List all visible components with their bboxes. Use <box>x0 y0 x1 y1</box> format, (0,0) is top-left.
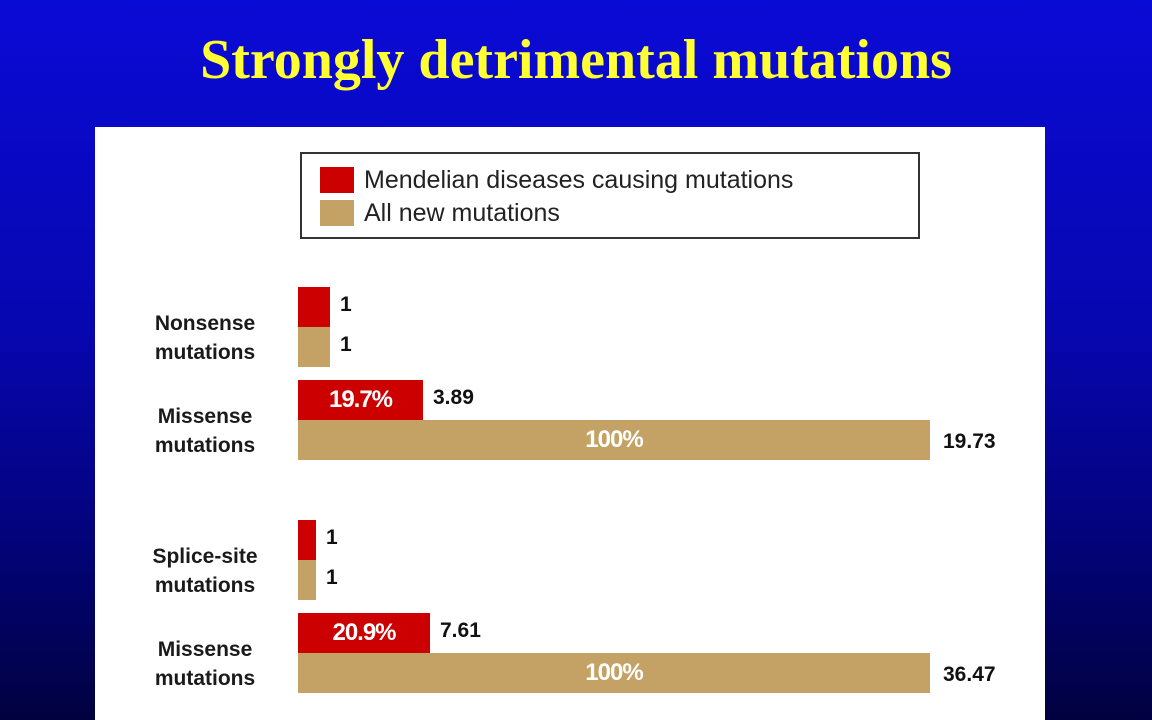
legend-swatch-all-new <box>320 200 354 226</box>
bar-value-label: 1 <box>326 526 338 549</box>
bar-all-new <box>298 560 316 600</box>
bar-value-label: 1 <box>340 293 352 316</box>
bar-value-label: 36.47 <box>943 663 996 686</box>
category-label-line: mutations <box>154 341 256 364</box>
bar-percent-label: 100% <box>585 426 643 453</box>
category-label: Splice-site mutations <box>105 542 305 600</box>
bar-percent-label: 100% <box>585 659 643 686</box>
category-label: Nonsense mutations <box>105 309 305 367</box>
category-label-line: mutations <box>154 574 256 597</box>
bar-value-label: 19.73 <box>943 430 996 453</box>
category-label-line: mutations <box>154 667 256 690</box>
bar-all-new: 100% <box>298 420 930 460</box>
legend-label-mendelian: Mendelian diseases causing mutations <box>364 166 794 194</box>
bar-value-label: 1 <box>340 333 352 356</box>
bar-all-new: 100% <box>298 653 930 693</box>
bar-percent-label: 19.7% <box>328 386 393 413</box>
legend-label-all-new: All new mutations <box>364 199 560 227</box>
bar-value-label: 7.61 <box>440 619 481 642</box>
chart-legend: Mendelian diseases causing mutations All… <box>300 152 920 239</box>
category-label-line: mutations <box>154 434 256 457</box>
category-label-line: Splice-site <box>152 545 258 568</box>
bar-all-new <box>298 327 330 367</box>
category-label: Missense mutations <box>105 635 305 693</box>
bar-mendelian: 19.7% <box>298 380 423 420</box>
legend-swatch-mendelian <box>320 167 354 193</box>
category-label-line: Missense <box>157 405 253 428</box>
category-label-line: Nonsense <box>154 312 256 335</box>
slide-title: Strongly detrimental mutations <box>200 29 952 91</box>
category-label-line: Missense <box>157 638 253 661</box>
bar-value-label: 1 <box>326 566 338 589</box>
category-label: Missense mutations <box>105 402 305 460</box>
bar-percent-label: 20.9% <box>332 619 396 646</box>
bar-mendelian: 20.9% <box>298 613 430 653</box>
bar-value-label: 3.89 <box>433 386 474 409</box>
bar-mendelian <box>298 287 330 327</box>
bar-mendelian <box>298 520 316 560</box>
